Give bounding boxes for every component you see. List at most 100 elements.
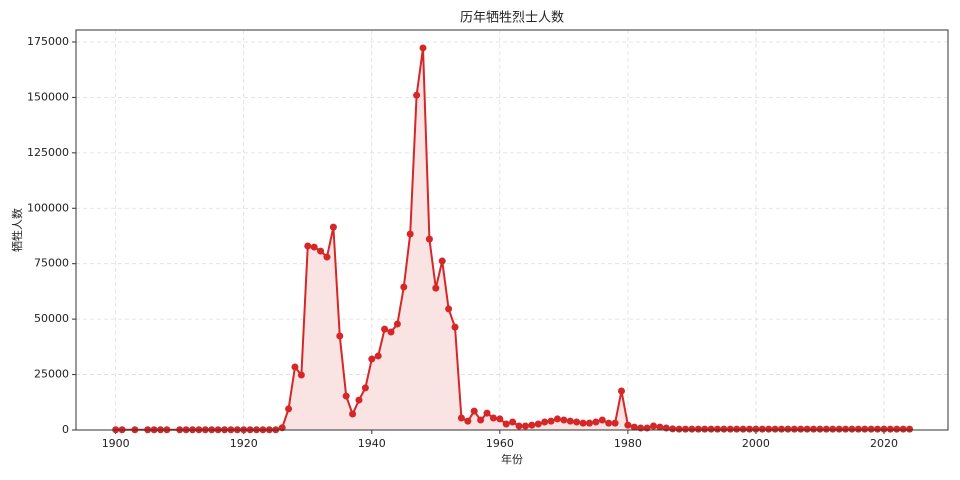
- point: [445, 305, 453, 313]
- point: [816, 425, 824, 433]
- point: [304, 242, 312, 250]
- point: [483, 409, 491, 417]
- point: [598, 416, 606, 424]
- point: [701, 425, 709, 433]
- x-tick-label: 1900: [102, 437, 130, 450]
- point: [649, 422, 657, 430]
- point: [393, 320, 401, 328]
- point: [886, 425, 894, 433]
- point: [874, 425, 882, 433]
- point: [835, 425, 843, 433]
- point: [585, 419, 593, 427]
- point: [675, 425, 683, 433]
- line: [115, 47, 910, 431]
- point: [573, 418, 581, 426]
- point: [867, 425, 875, 433]
- y-axis-label: 牺牲人数: [10, 208, 24, 252]
- point: [842, 425, 850, 433]
- point: [771, 425, 779, 433]
- point: [342, 392, 350, 400]
- point: [496, 415, 504, 423]
- point: [656, 423, 664, 431]
- point: [739, 425, 747, 433]
- point: [899, 425, 907, 433]
- point: [438, 257, 446, 265]
- point: [541, 418, 549, 426]
- point: [726, 425, 734, 433]
- y-tick-label: 0: [62, 423, 69, 436]
- point: [368, 355, 376, 363]
- point: [861, 425, 869, 433]
- point: [470, 407, 478, 415]
- point: [406, 230, 414, 238]
- point: [400, 283, 408, 291]
- point: [778, 425, 786, 433]
- point: [528, 421, 536, 429]
- point: [810, 425, 818, 433]
- point: [291, 363, 299, 371]
- y-tick-label: 175000: [27, 35, 69, 48]
- point: [682, 425, 690, 433]
- plot-frame: [75, 29, 949, 431]
- point: [547, 417, 555, 425]
- point: [906, 425, 914, 433]
- point: [381, 325, 389, 333]
- point: [425, 235, 433, 243]
- x-axis-label: 年份: [501, 452, 523, 466]
- point: [605, 419, 613, 427]
- point: [457, 414, 465, 422]
- point: [566, 417, 574, 425]
- chart-title: 历年牺牲烈士人数: [460, 11, 564, 26]
- point: [822, 425, 830, 433]
- point: [502, 420, 510, 428]
- point: [790, 425, 798, 433]
- point: [854, 425, 862, 433]
- area: [115, 47, 910, 431]
- point: [720, 425, 728, 433]
- point: [349, 410, 357, 418]
- point: [310, 243, 318, 251]
- point: [336, 332, 344, 340]
- point: [432, 284, 440, 292]
- x-tick-label: 1920: [230, 437, 258, 450]
- point: [413, 91, 421, 99]
- point: [355, 396, 363, 404]
- y-tick-label: 150000: [27, 90, 69, 103]
- point: [893, 425, 901, 433]
- point: [688, 425, 696, 433]
- x-tick-label: 2000: [742, 437, 770, 450]
- point: [752, 425, 760, 433]
- point: [829, 425, 837, 433]
- point: [451, 323, 459, 331]
- point: [630, 423, 638, 431]
- point: [374, 352, 382, 360]
- x-tick-label: 2020: [870, 437, 898, 450]
- point: [694, 425, 702, 433]
- point: [733, 425, 741, 433]
- point: [419, 44, 427, 52]
- y-tick-label: 100000: [27, 201, 69, 214]
- point: [611, 419, 619, 427]
- point: [489, 414, 497, 422]
- point: [515, 422, 523, 430]
- point: [534, 420, 542, 428]
- point: [758, 425, 766, 433]
- point: [579, 419, 587, 427]
- y-tick-label: 25000: [34, 368, 69, 381]
- point: [509, 418, 517, 426]
- point: [329, 223, 337, 231]
- point: [285, 405, 293, 413]
- point: [361, 384, 369, 392]
- x-tick-label: 1940: [358, 437, 386, 450]
- point: [617, 387, 625, 395]
- point: [477, 416, 485, 424]
- point: [297, 371, 305, 379]
- point: [848, 425, 856, 433]
- point: [624, 421, 632, 429]
- point: [521, 422, 529, 430]
- point: [560, 416, 568, 424]
- y-tick-label: 50000: [34, 312, 69, 325]
- point: [880, 425, 888, 433]
